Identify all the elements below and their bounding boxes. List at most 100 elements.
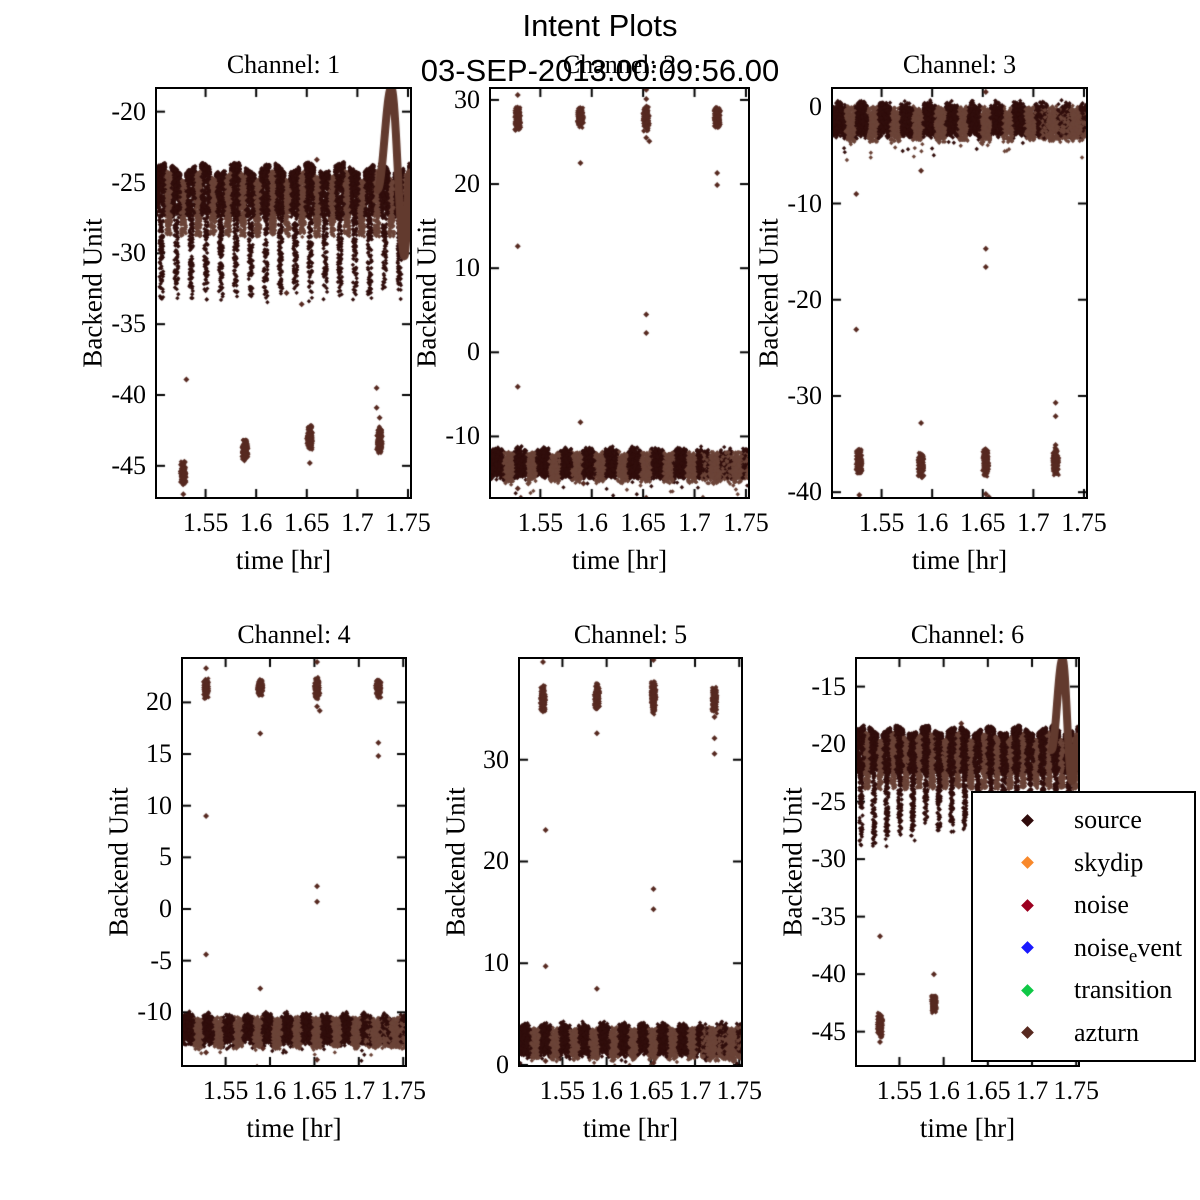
y-axis-label: Backend Unit — [77, 218, 108, 368]
subplot-title: Channel: 5 — [573, 620, 688, 649]
x-tick-label: 1.55 — [876, 1076, 923, 1105]
legend-label: noise — [1074, 890, 1129, 920]
legend-item-noise: noise — [973, 890, 1194, 920]
subplot-title: Channel: 2 — [562, 50, 677, 79]
y-tick-label: 10 — [483, 948, 509, 978]
diamond-marker-icon — [1021, 856, 1034, 870]
subplot-title: Channel: 3 — [902, 50, 1017, 79]
x-tick-label: 1.7 — [1017, 508, 1050, 537]
x-tick-label: 1.6 — [915, 508, 949, 537]
diamond-marker-icon — [1021, 898, 1034, 912]
y-tick-label: -10 — [445, 421, 480, 451]
legend: source skydip noise noiseevent transition azt… — [971, 791, 1196, 1062]
y-tick-label: -30 — [787, 380, 822, 410]
legend-item-source: source — [973, 805, 1194, 835]
x-tick-label: 1.75 — [385, 508, 431, 537]
plot-area — [518, 657, 743, 1067]
x-axis-label: time [hr] — [571, 545, 668, 575]
y-tick-label: -40 — [111, 380, 146, 409]
y-tick-label: -10 — [787, 188, 822, 218]
y-axis-label: Backend Unit — [753, 218, 784, 368]
x-axis-label: time [hr] — [911, 545, 1008, 575]
x-tick-label: 1.6 — [239, 508, 273, 537]
x-tick-label: 1.75 — [380, 1076, 426, 1105]
diamond-marker-icon — [1021, 983, 1034, 997]
y-tick-label: 30 — [483, 744, 509, 774]
subplot-channel-1: Channel: 1 Backend Unit -20 -25 -30 -35 -40-… — [78, 50, 431, 575]
x-tick-label: 1.6 — [253, 1076, 287, 1105]
scatter-canvas — [520, 659, 741, 1065]
diamond-marker-icon — [1021, 814, 1034, 827]
x-tick-label: 1.7 — [341, 508, 374, 537]
y-tick-label: 30 — [454, 84, 480, 114]
x-tick-label: 1.75 — [723, 508, 769, 537]
x-tick-label: 1.6 — [575, 508, 608, 537]
plot-area — [181, 657, 407, 1067]
figure-subtitle: 03-SEP-2013.00:09:56.00 — [420, 53, 780, 88]
plot-area — [831, 87, 1088, 499]
x-tick-label: 1.75 — [1053, 1076, 1099, 1105]
x-tick-label: 1.55 — [517, 508, 564, 537]
y-tick-label: -45 — [811, 1016, 846, 1046]
x-tick-label: 1.65 — [960, 508, 1006, 537]
x-tick-label: 1.65 — [620, 508, 666, 537]
legend-label: noiseevent — [1074, 932, 1183, 967]
x-tick-label: 1.55 — [202, 1076, 249, 1105]
y-tick-label: -5 — [150, 945, 172, 975]
legend-item-skydip: skydip — [973, 848, 1194, 878]
x-tick-label: 1.65 — [628, 1076, 674, 1105]
y-axis-label: Backend Unit — [103, 787, 134, 937]
x-axis-label: time [hr] — [582, 1113, 679, 1143]
y-axis-label: Backend Unit — [440, 787, 471, 937]
y-tick-label: 15 — [146, 739, 172, 769]
x-tick-label: 1.65 — [284, 508, 330, 537]
legend-label: azturn — [1074, 1017, 1139, 1047]
y-tick-label: 20 — [454, 169, 480, 199]
legend-label: source — [1074, 805, 1142, 835]
y-axis-label: Backend Unit — [777, 787, 808, 937]
scatter-canvas — [491, 89, 748, 497]
subplot-title: Channel: 1 — [226, 50, 341, 79]
y-tick-label: 20 — [146, 687, 172, 717]
legend-item-azturn: azturn — [973, 1018, 1194, 1048]
x-tick-label: 1.55 — [539, 1076, 586, 1105]
diamond-marker-icon — [1021, 941, 1034, 955]
legend-label: skydip — [1074, 847, 1144, 877]
x-axis-label: time [hr] — [235, 545, 332, 575]
x-tick-label: 1.6 — [927, 1076, 960, 1105]
y-tick-label: -45 — [111, 450, 146, 480]
y-axis-label: Backend Unit — [411, 218, 442, 368]
x-tick-label: 1.65 — [965, 1076, 1011, 1105]
legend-item-noise-event: noiseevent — [973, 932, 1194, 967]
scatter-canvas — [833, 89, 1086, 497]
subplot-channel-2: Channel: 2 Backend Unit 30 20 10 0 -10 1.55 1… — [412, 50, 769, 575]
subplot-title: Channel: 6 — [910, 620, 1025, 649]
y-tick-label: -40 — [787, 477, 822, 507]
plot-area — [489, 87, 750, 499]
y-tick-label: -25 — [111, 167, 146, 197]
scatter-canvas — [183, 659, 405, 1065]
scatter-canvas — [157, 89, 410, 497]
x-tick-label: 1.7 — [678, 1076, 712, 1105]
x-tick-label: 1.75 — [1061, 508, 1107, 537]
y-tick-label: 0 — [496, 1050, 509, 1079]
x-tick-label: 1.7 — [342, 1076, 376, 1105]
x-tick-label: 1.55 — [858, 508, 905, 537]
subplot-channel-4: Channel: 4 Backend Unit 20 15 10 5 0 -5 -10 1.… — [104, 620, 426, 1143]
figure-title: Intent Plots — [522, 8, 678, 43]
y-tick-label: 0 — [809, 92, 822, 122]
legend-item-transition: transition — [973, 975, 1194, 1005]
x-tick-label: 1.55 — [182, 508, 229, 537]
y-tick-label: -15 — [811, 671, 846, 701]
y-tick-label: -20 — [811, 729, 846, 759]
x-tick-label: 1.65 — [291, 1076, 338, 1105]
y-tick-label: -10 — [137, 997, 172, 1027]
x-tick-label: 1.75 — [716, 1076, 762, 1105]
x-tick-label: 1.7 — [1015, 1076, 1049, 1105]
subplot-channel-3: Channel: 3 Backend Unit 0 -10 -20 -30 -40 1.… — [754, 50, 1107, 575]
legend-label: transition — [1074, 975, 1173, 1005]
y-tick-label: -40 — [811, 959, 846, 989]
x-tick-label: 1.6 — [590, 1076, 623, 1105]
y-tick-label: -20 — [111, 96, 146, 126]
